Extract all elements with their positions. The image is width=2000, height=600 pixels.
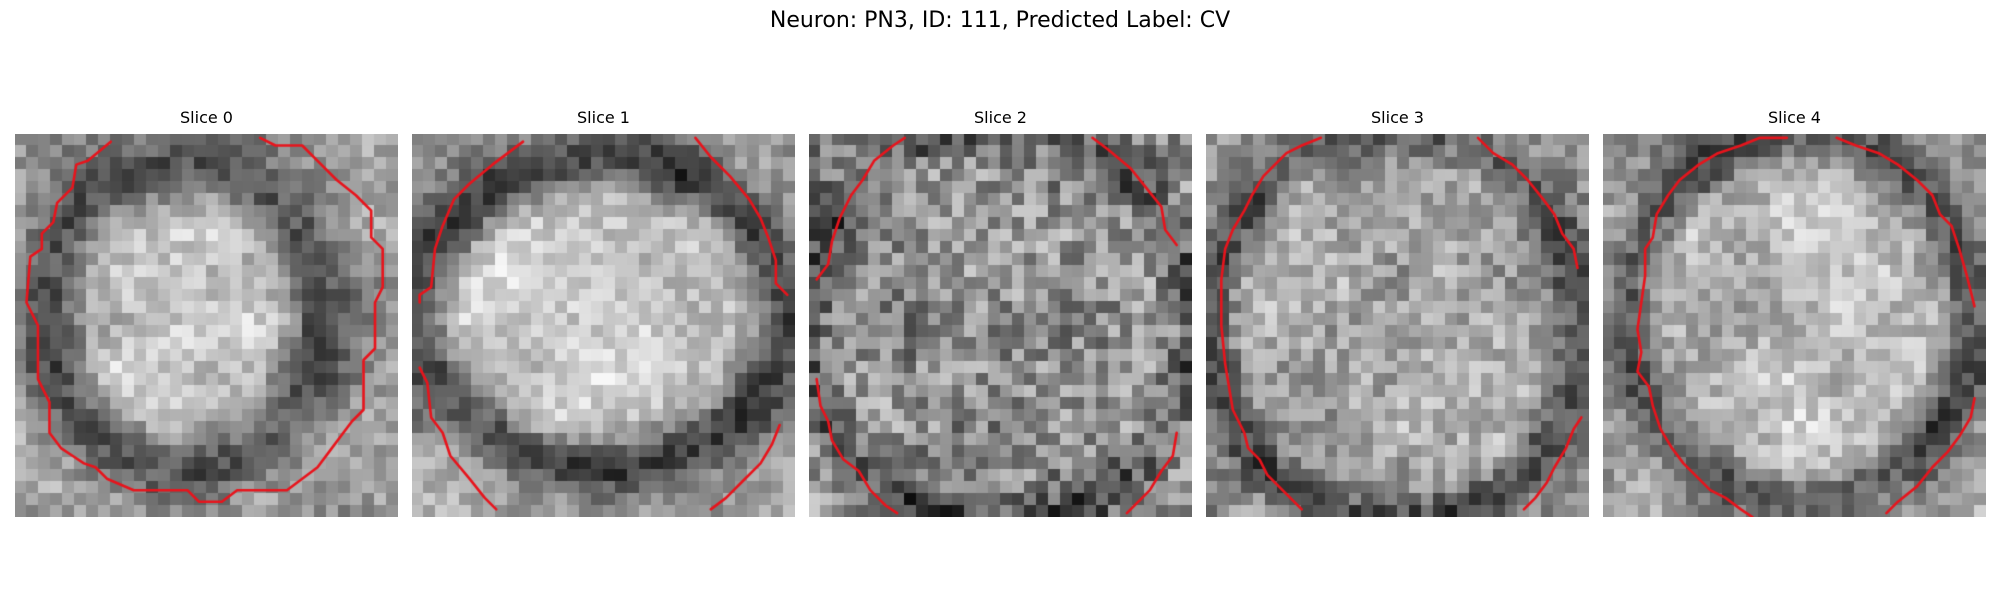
- slice-image: [15, 134, 398, 517]
- slice-title: Slice 1: [577, 108, 630, 127]
- slice-image: [1206, 134, 1589, 517]
- slice-title: Slice 0: [180, 108, 233, 127]
- slice-image: [809, 134, 1192, 517]
- slice-title: Slice 4: [1768, 108, 1821, 127]
- slice-image: [412, 134, 795, 517]
- slice-image: [1603, 134, 1986, 517]
- figure-title: Neuron: PN3, ID: 111, Predicted Label: C…: [769, 8, 1231, 33]
- slice-title: Slice 2: [974, 108, 1027, 127]
- slice-title: Slice 3: [1371, 108, 1424, 127]
